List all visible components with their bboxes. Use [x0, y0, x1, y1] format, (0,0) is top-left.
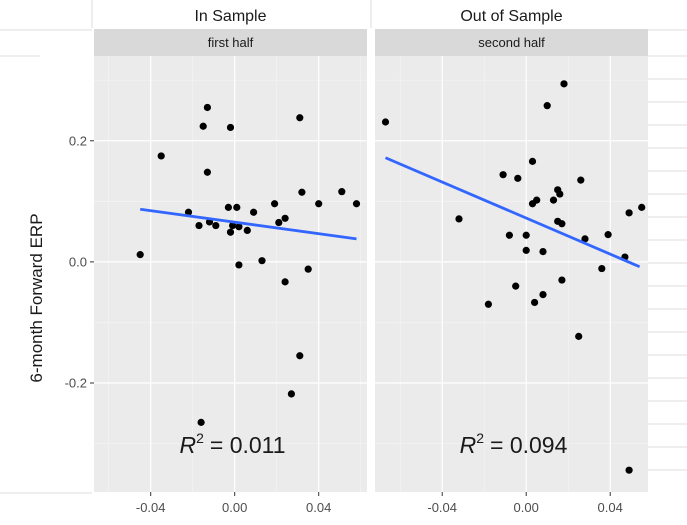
y-axis-ticks: -0.2 0.0 0.2: [65, 133, 94, 391]
data-point: [581, 235, 589, 243]
data-point: [577, 176, 585, 184]
y-axis-label: 6-month Forward ERP: [27, 213, 46, 382]
data-point: [136, 251, 144, 259]
data-point: [315, 200, 323, 208]
y-tick-label: -0.2: [65, 376, 87, 391]
data-point: [528, 157, 537, 165]
data-point: [539, 247, 547, 256]
panel-1: In Sample first half R2 = 0.011 -0.04 0.00 0.0…: [94, 8, 367, 515]
r-squared-value: = 0.094: [490, 432, 568, 458]
data-point: [505, 231, 513, 239]
data-point: [281, 214, 289, 222]
facet-strip-label: second half: [478, 35, 545, 50]
data-point: [539, 290, 547, 299]
data-point: [352, 200, 361, 208]
data-point: [556, 190, 564, 198]
x-tick-label: -0.04: [427, 500, 457, 515]
data-point: [224, 203, 232, 211]
x-tick-label: 0.00: [514, 500, 539, 515]
data-point: [233, 203, 241, 211]
data-point: [514, 174, 522, 182]
regression-line: [140, 207, 357, 241]
data-point: [338, 188, 346, 196]
facet-strip-label: first half: [208, 35, 254, 50]
x-tick-label: 0.04: [306, 500, 331, 515]
data-point: [296, 114, 304, 122]
data-point: [226, 228, 235, 236]
data-point: [287, 390, 295, 398]
data-point: [381, 118, 390, 126]
data-point: [560, 80, 568, 88]
data-point: [558, 220, 566, 228]
facet-strip: [375, 29, 648, 56]
x-tick-label: -0.04: [136, 500, 166, 515]
data-point: [512, 282, 520, 290]
data-point: [522, 231, 530, 239]
data-point: [499, 171, 507, 179]
data-point: [549, 196, 558, 204]
data-point: [625, 466, 633, 474]
data-point: [212, 221, 220, 230]
panel-background: [94, 56, 367, 492]
facet-strip: [94, 29, 367, 56]
data-point: [243, 226, 251, 234]
data-point: [604, 231, 612, 239]
data-point: [638, 203, 646, 211]
data-point: [296, 352, 304, 360]
r-symbol: R: [460, 432, 477, 458]
data-point: [531, 298, 539, 307]
data-point: [184, 208, 193, 216]
panel-title: In Sample: [194, 8, 266, 25]
panel-2: Out of Sample second half R2 = 0.094 -0.04 0.…: [375, 8, 648, 515]
data-point: [199, 122, 207, 130]
data-point: [197, 418, 205, 426]
x-tick-label: 0.04: [598, 500, 623, 515]
data-point: [203, 103, 211, 112]
x-tick-label: 0.00: [222, 500, 247, 515]
data-point: [455, 215, 463, 223]
data-point: [281, 278, 289, 286]
data-point: [533, 196, 541, 204]
r-squared-annotation: R2 = 0.011: [179, 430, 285, 458]
background-lines: [0, 0, 687, 494]
data-point: [195, 221, 203, 230]
panel-title: Out of Sample: [460, 8, 562, 25]
data-point: [625, 209, 633, 217]
r-squared-superscript: 2: [196, 430, 204, 446]
data-point: [271, 200, 279, 208]
panel-background: [375, 56, 648, 492]
r-squared-superscript: 2: [476, 430, 484, 446]
regression-line: [384, 156, 641, 269]
data-point: [522, 246, 530, 254]
data-point: [226, 123, 235, 132]
r-squared-annotation: R2 = 0.094: [460, 430, 568, 458]
data-point: [229, 221, 237, 230]
data-point: [157, 152, 165, 160]
data-point: [203, 168, 211, 176]
data-point: [235, 223, 243, 231]
data-point: [298, 188, 306, 196]
y-tick-label: 0.0: [69, 254, 87, 269]
y-tick-label: 0.2: [69, 133, 87, 148]
r-squared-value: = 0.011: [210, 432, 286, 458]
data-point: [575, 332, 583, 340]
data-point: [484, 300, 492, 308]
r-symbol: R: [179, 432, 196, 458]
data-point: [235, 261, 243, 269]
data-point: [598, 264, 606, 273]
data-point: [304, 265, 312, 273]
data-point: [543, 102, 551, 110]
data-point: [558, 276, 566, 284]
data-point: [275, 218, 283, 227]
data-point: [258, 257, 266, 265]
data-point: [250, 208, 258, 216]
